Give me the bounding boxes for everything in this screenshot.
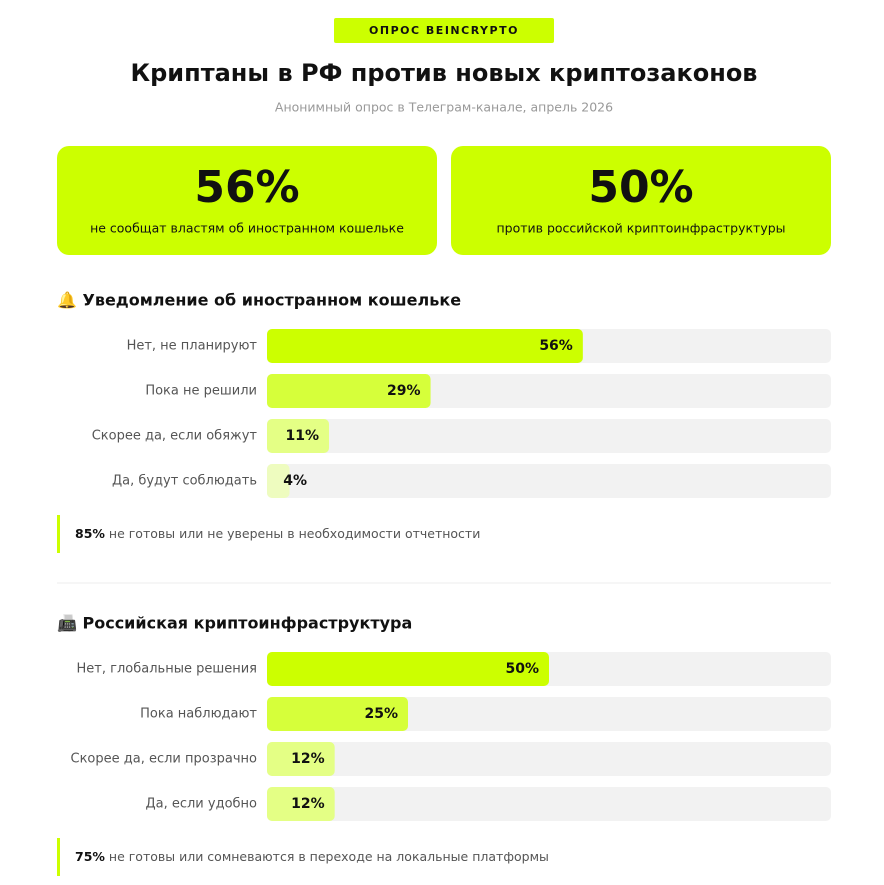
bar [267,329,583,363]
value-label: 4% [283,473,307,489]
note-highlight: 75% [75,849,105,864]
category-label: Да, если удобно [145,797,257,812]
bar [267,464,290,498]
note: 85% не готовы или не уверены в необходим… [75,526,480,541]
badge: ОПРОС BEINCRYPTO [369,24,519,37]
bar [267,697,408,731]
category-label: Да, будут соблюдать [112,474,257,489]
category-label: Нет, не планируют [127,339,258,354]
bar-track [267,787,831,821]
value-label: 50% [505,661,539,677]
category-label: Нет, глобальные решения [77,662,257,677]
value-label: 12% [291,751,325,767]
note-text: не готовы или не уверены в необходимости… [109,526,480,541]
stat-label: против российской криптоинфраструктуры [496,221,785,236]
category-label: Скорее да, если обяжут [92,429,258,444]
value-label: 11% [286,428,320,444]
stat-card [451,146,831,255]
bar [267,652,549,686]
title: Криптаны в РФ против новых криптозаконов [131,59,758,87]
bar-track [267,742,831,776]
stat-value: 56% [194,162,299,213]
value-label: 12% [291,796,325,812]
stat-value: 50% [588,162,693,213]
section-title: 📠 Российская криптоинфраструктура [57,614,412,633]
note-bar [57,515,60,553]
stat-card [57,146,437,255]
category-label: Скорее да, если прозрачно [71,752,258,767]
value-label: 25% [364,706,398,722]
section-title: 🔔 Уведомление об иностранном кошельке [57,291,461,310]
badge-bg [334,18,554,43]
category-label: Пока не решили [145,384,257,399]
bar [267,419,330,453]
note-text: не готовы или сомневаются в переходе на … [109,849,549,864]
note-bar [57,838,60,876]
category-label: Пока наблюдают [140,707,257,722]
value-label: 29% [387,383,421,399]
bar-track [267,419,831,453]
bar-track [267,464,831,498]
note-highlight: 85% [75,526,105,541]
stat-label: не сообщат властям об иностранном кошель… [90,221,404,236]
bar [267,787,335,821]
note: 75% не готовы или сомневаются в переходе… [75,849,549,864]
value-label: 56% [539,338,573,354]
bar [267,374,431,408]
subtitle: Анонимный опрос в Телеграм-канале, апрел… [275,100,613,115]
bar [267,742,335,776]
